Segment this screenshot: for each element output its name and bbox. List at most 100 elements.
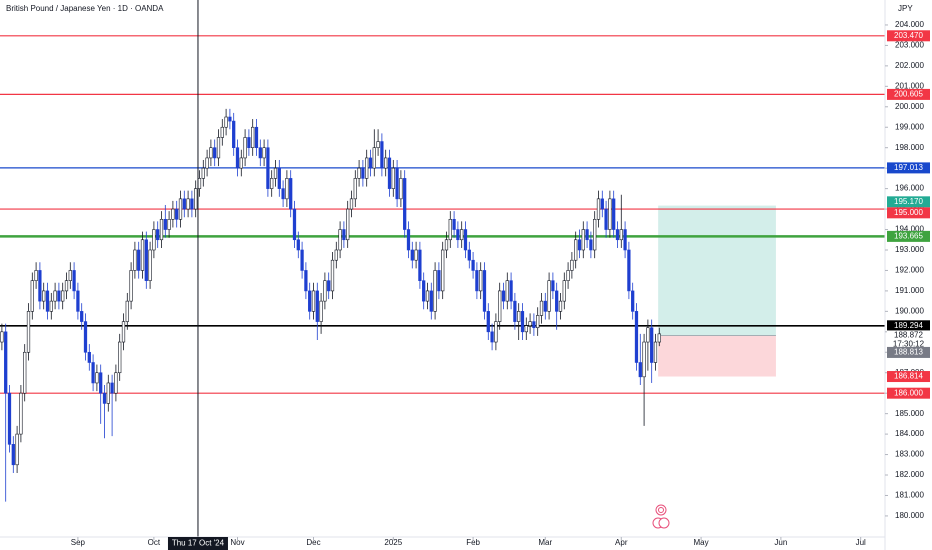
candle-body	[463, 229, 468, 251]
candle-body	[596, 198, 601, 220]
y-tick-label: 184.000	[895, 429, 924, 438]
candle-body	[631, 290, 635, 312]
candle-body	[608, 198, 612, 230]
event-icons	[652, 504, 670, 529]
candle-body	[646, 327, 650, 343]
candle-body	[368, 157, 373, 169]
candle-body	[243, 137, 247, 159]
candle-body	[118, 341, 122, 374]
candle-body	[452, 219, 456, 230]
candle-body	[387, 157, 392, 189]
candle-body	[372, 147, 376, 169]
y-tick-label: 203.000	[895, 41, 924, 50]
candle-body	[224, 116, 228, 128]
candle-body	[494, 321, 498, 343]
candle-body	[281, 188, 285, 200]
price-label-bg	[887, 30, 930, 42]
candle-body	[296, 239, 300, 251]
candle-body	[425, 290, 430, 302]
candle-body	[365, 157, 369, 179]
candle-body	[144, 239, 148, 281]
crosshair-label: Thu 17 Oct '24	[172, 539, 225, 548]
candle-body	[95, 372, 99, 384]
crosshair-label-bg	[167, 537, 228, 550]
price-label: 193.665	[894, 231, 923, 240]
candle-body	[125, 300, 129, 322]
candle-body	[634, 311, 639, 363]
y-tick-label: 196.000	[895, 184, 924, 193]
candle-body	[0, 331, 4, 343]
candle-body	[201, 167, 205, 179]
candle-body	[600, 198, 604, 210]
y-tick-label: 193.000	[895, 245, 924, 254]
candle-body	[448, 219, 452, 241]
candle-body	[15, 433, 19, 466]
candle-body	[68, 270, 72, 281]
candle-body	[308, 290, 312, 312]
candle-body	[589, 239, 593, 251]
candle-body	[593, 219, 597, 251]
candle-body	[277, 167, 281, 189]
price-label: 197.013	[894, 163, 923, 172]
y-tick-label: 198.000	[895, 143, 924, 152]
candle-body	[460, 229, 464, 241]
event-icon[interactable]	[658, 517, 670, 529]
candle-body	[49, 300, 53, 312]
candle-body	[547, 280, 551, 312]
candle-body	[258, 147, 262, 159]
y-tick-label: 185.000	[895, 409, 924, 418]
candle-body	[87, 351, 91, 363]
y-tick-label: 202.000	[895, 61, 924, 70]
candle-body	[376, 141, 380, 149]
candle-body	[482, 270, 487, 312]
candle-body	[159, 219, 164, 241]
candle-body	[638, 362, 642, 378]
candle-body	[156, 229, 160, 241]
candle-body	[30, 280, 34, 312]
candle-body	[205, 157, 209, 169]
price-label: 195.170	[894, 197, 923, 206]
y-tick-label: 180.000	[895, 511, 924, 520]
candle-body	[509, 280, 513, 302]
candle-body	[555, 290, 559, 312]
x-tick-label: May	[694, 538, 709, 547]
position-profit-zone	[658, 205, 776, 336]
candle-body	[657, 333, 661, 343]
candle-body	[384, 157, 388, 169]
candle-body	[422, 280, 426, 302]
candle-body	[566, 270, 570, 281]
candle-body	[216, 137, 221, 159]
candle-body	[429, 290, 433, 312]
candle-body	[34, 270, 38, 281]
candle-body	[61, 290, 65, 302]
price-label-bg	[887, 88, 930, 100]
candle-body	[57, 290, 61, 302]
candle-body	[26, 311, 31, 353]
candle-body	[615, 229, 620, 241]
candle-body	[650, 327, 654, 363]
y-tick-label: 200.000	[895, 102, 924, 111]
candle-body	[406, 229, 411, 251]
candle-body	[319, 300, 323, 322]
candle-body	[467, 249, 471, 261]
candle-body	[349, 198, 354, 210]
candle-body	[209, 147, 213, 159]
candle-body	[171, 208, 175, 220]
candle-body	[64, 280, 69, 292]
candle-body	[395, 167, 399, 200]
candle-body	[133, 249, 137, 271]
candle-body	[4, 331, 8, 394]
y-tick-label: 191.000	[895, 286, 924, 295]
candle-body	[311, 290, 316, 312]
candle-body	[83, 321, 88, 353]
candle-body	[490, 331, 494, 343]
candle-body	[266, 147, 270, 189]
candle-body	[619, 229, 623, 241]
candle-body	[361, 167, 365, 179]
candle-body	[346, 208, 350, 241]
candle-body	[403, 178, 407, 230]
candle-body	[178, 198, 183, 220]
candle-body	[479, 270, 483, 292]
candle-body	[273, 167, 278, 179]
event-icon[interactable]	[655, 504, 667, 516]
